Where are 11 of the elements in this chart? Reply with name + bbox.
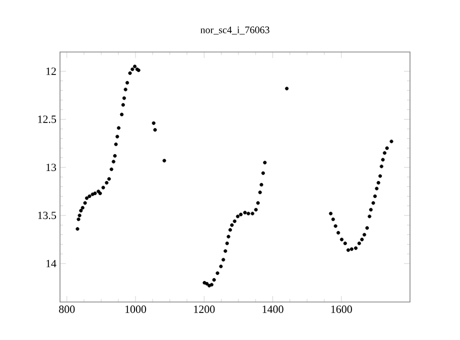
chart-title: nor_sc4_i_76063	[200, 26, 270, 34]
y-tick-label: 12.5	[38, 116, 56, 124]
y-tick-label: 12	[46, 68, 56, 75]
y-tick-label: 14	[46, 260, 56, 268]
x-tick-label: 1600	[331, 306, 352, 313]
y-tick-label: 13	[46, 164, 56, 172]
y-tick-label: 13.5	[38, 212, 56, 220]
x-tick-label: 800	[59, 306, 75, 313]
x-tick-label: 1000	[125, 306, 146, 313]
x-tick-label: 1200	[194, 306, 215, 313]
x-tick-label: 1400	[262, 306, 284, 313]
